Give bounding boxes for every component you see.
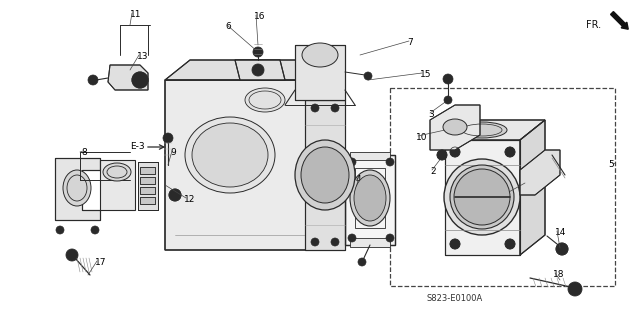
Text: 7: 7 bbox=[407, 38, 413, 47]
Ellipse shape bbox=[350, 170, 390, 226]
Circle shape bbox=[437, 150, 447, 160]
Ellipse shape bbox=[454, 169, 510, 225]
Text: 12: 12 bbox=[184, 195, 195, 204]
Text: 4: 4 bbox=[356, 175, 362, 184]
Polygon shape bbox=[100, 160, 135, 210]
Text: 8: 8 bbox=[81, 148, 87, 157]
Circle shape bbox=[331, 104, 339, 112]
Circle shape bbox=[568, 282, 582, 296]
Bar bbox=[355, 168, 385, 228]
Circle shape bbox=[56, 226, 64, 234]
Circle shape bbox=[450, 239, 460, 249]
Bar bbox=[350, 238, 390, 247]
Text: FR.: FR. bbox=[586, 20, 601, 30]
Circle shape bbox=[91, 226, 99, 234]
Polygon shape bbox=[55, 158, 100, 220]
Circle shape bbox=[443, 74, 453, 84]
Polygon shape bbox=[445, 120, 545, 140]
Bar bbox=[140, 177, 155, 184]
Bar bbox=[140, 197, 155, 204]
Text: 3: 3 bbox=[428, 110, 434, 119]
Text: 1: 1 bbox=[490, 195, 496, 204]
Text: 13: 13 bbox=[137, 52, 148, 61]
Text: 11: 11 bbox=[130, 10, 141, 19]
Bar bbox=[140, 167, 155, 174]
Circle shape bbox=[252, 64, 264, 76]
Ellipse shape bbox=[302, 43, 338, 67]
Ellipse shape bbox=[192, 123, 268, 187]
Text: 17: 17 bbox=[95, 258, 106, 267]
Bar bbox=[140, 197, 155, 204]
Text: E-3: E-3 bbox=[130, 142, 145, 151]
Circle shape bbox=[386, 158, 394, 166]
Ellipse shape bbox=[63, 170, 91, 206]
Bar bbox=[140, 187, 155, 194]
Circle shape bbox=[450, 147, 460, 157]
FancyArrow shape bbox=[611, 11, 628, 29]
Text: 16: 16 bbox=[254, 12, 266, 21]
Polygon shape bbox=[305, 100, 345, 250]
Circle shape bbox=[311, 104, 319, 112]
Circle shape bbox=[348, 158, 356, 166]
Text: 18: 18 bbox=[553, 270, 564, 279]
Ellipse shape bbox=[185, 117, 275, 193]
Bar bbox=[140, 187, 155, 194]
Text: 6: 6 bbox=[225, 22, 231, 31]
Polygon shape bbox=[165, 60, 330, 80]
Circle shape bbox=[163, 133, 173, 143]
Text: 14: 14 bbox=[555, 228, 566, 237]
Polygon shape bbox=[165, 80, 330, 250]
Ellipse shape bbox=[301, 147, 349, 203]
Text: 2: 2 bbox=[430, 167, 436, 176]
Text: 9: 9 bbox=[170, 148, 176, 157]
Circle shape bbox=[311, 238, 319, 246]
Polygon shape bbox=[138, 162, 158, 210]
Ellipse shape bbox=[443, 119, 467, 135]
Polygon shape bbox=[445, 140, 520, 255]
Circle shape bbox=[505, 147, 515, 157]
Text: 15: 15 bbox=[420, 70, 431, 79]
Circle shape bbox=[505, 239, 515, 249]
Bar bbox=[390, 88, 615, 286]
Circle shape bbox=[169, 189, 181, 201]
Circle shape bbox=[556, 243, 568, 255]
Ellipse shape bbox=[245, 88, 285, 112]
Bar bbox=[350, 152, 390, 160]
Text: 5: 5 bbox=[608, 160, 614, 169]
Polygon shape bbox=[520, 120, 545, 255]
Circle shape bbox=[444, 96, 452, 104]
Circle shape bbox=[364, 72, 372, 80]
Bar bbox=[140, 177, 155, 184]
Circle shape bbox=[88, 75, 98, 85]
Text: S823-E0100A: S823-E0100A bbox=[427, 294, 483, 303]
Ellipse shape bbox=[450, 165, 514, 229]
Bar bbox=[140, 167, 155, 174]
Ellipse shape bbox=[354, 175, 386, 221]
Circle shape bbox=[66, 249, 78, 261]
Circle shape bbox=[331, 238, 339, 246]
Polygon shape bbox=[345, 155, 395, 245]
Ellipse shape bbox=[295, 140, 355, 210]
Polygon shape bbox=[430, 105, 480, 150]
Circle shape bbox=[358, 258, 366, 266]
Circle shape bbox=[348, 234, 356, 242]
Polygon shape bbox=[108, 65, 148, 90]
Circle shape bbox=[386, 234, 394, 242]
Polygon shape bbox=[520, 150, 560, 195]
Ellipse shape bbox=[457, 122, 507, 138]
Circle shape bbox=[253, 47, 263, 57]
Polygon shape bbox=[235, 60, 285, 80]
Ellipse shape bbox=[103, 163, 131, 181]
Circle shape bbox=[132, 72, 148, 88]
Text: 10: 10 bbox=[416, 133, 428, 142]
Polygon shape bbox=[295, 45, 345, 100]
Ellipse shape bbox=[444, 159, 520, 235]
